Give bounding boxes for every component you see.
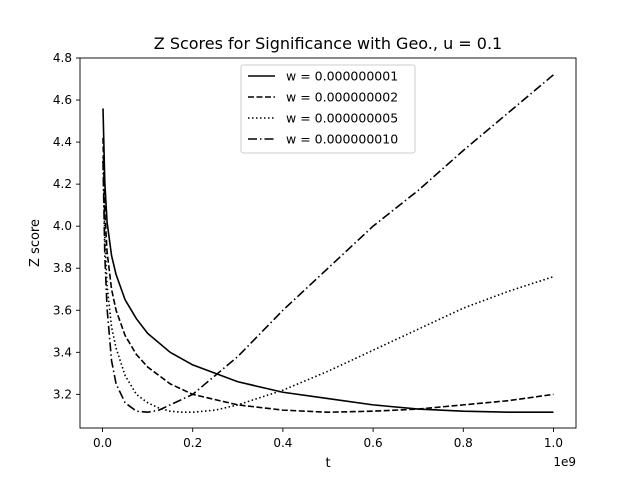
x-axis-offset-label: 1e9 xyxy=(553,455,576,469)
x-tick-label: 0.2 xyxy=(183,436,202,450)
series-line-1 xyxy=(102,108,554,414)
legend-label-2: w = 0.000000002 xyxy=(286,90,398,105)
series-layer xyxy=(102,74,554,414)
legend-label-4: w = 0.000000010 xyxy=(286,132,398,147)
y-tick-label: 4.0 xyxy=(53,219,72,233)
y-tick-label: 3.2 xyxy=(53,387,72,401)
x-tick-label: 0.8 xyxy=(454,436,473,450)
y-tick-label: 3.8 xyxy=(53,261,72,275)
y-tick-label: 4.6 xyxy=(53,93,72,107)
y-tick-label: 4.2 xyxy=(53,177,72,191)
legend-label-3: w = 0.000000005 xyxy=(286,111,398,126)
x-axis-label: t xyxy=(325,456,330,471)
chart-title: Z Scores for Significance with Geo., u =… xyxy=(154,34,502,53)
x-tick-label: 0.4 xyxy=(273,436,292,450)
y-tick-label: 4.8 xyxy=(53,51,72,65)
y-tick-label: 3.4 xyxy=(53,345,72,359)
y-tick-label: 3.6 xyxy=(53,303,72,317)
plot-frame xyxy=(79,57,577,429)
y-axis-label: Z score xyxy=(28,219,43,267)
y-tick-label: 4.4 xyxy=(53,135,72,149)
legend: w = 0.000000001 w = 0.000000002 w = 0.0000… xyxy=(240,64,416,154)
series-line-3 xyxy=(102,156,554,414)
x-axis-ticks: 0.0 0.2 0.4 0.6 0.8 1.0 xyxy=(93,428,563,450)
legend-label-1: w = 0.000000001 xyxy=(286,69,398,84)
legend-box xyxy=(240,64,416,154)
y-axis-ticks: 3.2 3.4 3.6 3.8 4.0 4.2 4.4 4.6 4.8 xyxy=(53,51,80,401)
x-tick-label: 0.6 xyxy=(364,436,383,450)
x-tick-label: 1.0 xyxy=(544,436,563,450)
series-line-4 xyxy=(102,74,554,414)
series-line-2 xyxy=(102,137,554,414)
x-tick-label: 0.0 xyxy=(93,436,112,450)
